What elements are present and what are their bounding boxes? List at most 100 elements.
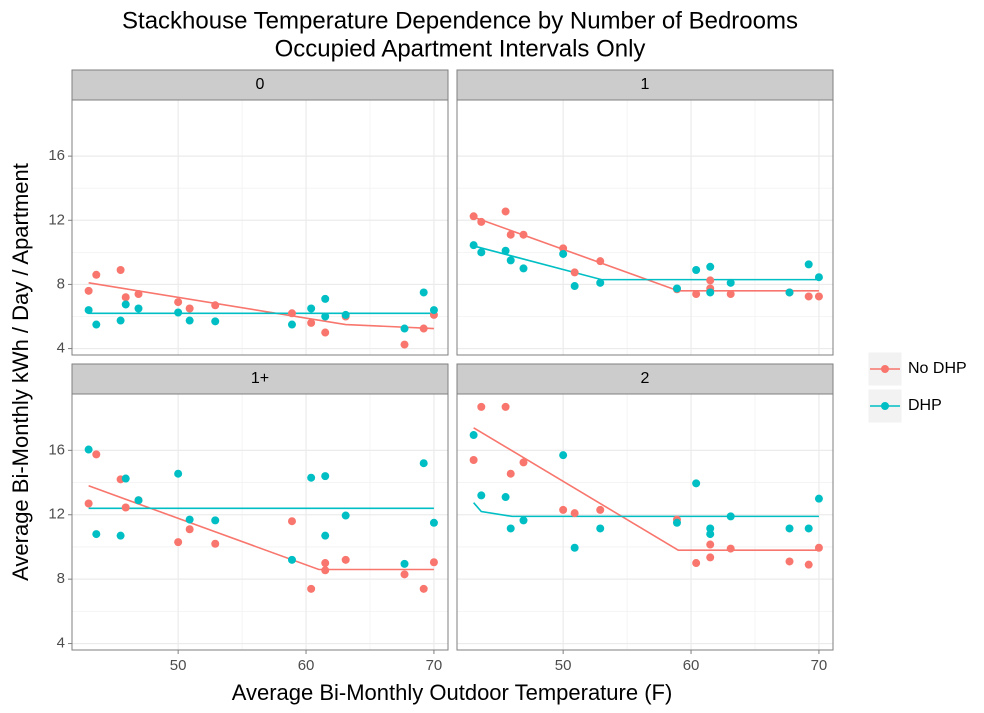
point: [174, 308, 183, 317]
point: [419, 459, 428, 468]
panel-border: [71, 99, 449, 356]
point: [116, 316, 125, 325]
strip-label: 2: [641, 370, 650, 387]
point: [134, 290, 143, 299]
point: [84, 445, 93, 454]
point: [469, 456, 478, 465]
panel-border: [456, 99, 834, 356]
point: [814, 494, 823, 503]
y-tick-label: 8: [57, 570, 65, 587]
point: [84, 499, 93, 508]
strip-label: 1: [641, 76, 650, 93]
y-tick-label: 16: [48, 147, 65, 164]
point: [321, 472, 330, 481]
point: [400, 570, 409, 579]
point: [469, 212, 478, 221]
point: [419, 324, 428, 333]
point: [92, 270, 101, 279]
x-tick-label: 50: [170, 657, 187, 674]
point: [307, 584, 316, 593]
point: [185, 515, 194, 524]
point: [570, 543, 579, 552]
point: [307, 318, 316, 327]
x-tick-label: 60: [298, 657, 315, 674]
point: [519, 230, 528, 239]
x-tick-label: 60: [683, 657, 700, 674]
point: [400, 324, 409, 333]
y-tick-label: 12: [48, 211, 65, 228]
point: [400, 559, 409, 568]
point: [706, 553, 715, 562]
point: [84, 286, 93, 295]
point: [596, 505, 605, 514]
chart-subtitle: Occupied Apartment Intervals Only: [275, 35, 646, 62]
point: [726, 278, 735, 287]
point: [559, 505, 568, 514]
point: [706, 262, 715, 271]
point: [706, 288, 715, 297]
point: [726, 544, 735, 553]
point: [121, 293, 130, 302]
y-axis-label: Average Bi-Monthly kWh / Day / Apartment: [8, 163, 33, 581]
point: [501, 493, 510, 502]
point: [596, 278, 605, 287]
point: [814, 543, 823, 552]
point: [307, 473, 316, 482]
point: [341, 310, 350, 319]
point: [134, 496, 143, 505]
strip-label: 1+: [251, 370, 269, 387]
legend-point: [881, 402, 889, 410]
point: [321, 312, 330, 321]
point: [570, 282, 579, 291]
point: [429, 518, 438, 527]
point: [804, 292, 813, 301]
point: [519, 264, 528, 273]
x-tick-label: 50: [555, 657, 572, 674]
x-tick-label: 70: [426, 657, 443, 674]
point: [726, 512, 735, 521]
legend-point: [881, 365, 889, 373]
point: [400, 340, 409, 349]
chart-title: Stackhouse Temperature Dependence by Num…: [122, 7, 798, 34]
panel-border: [456, 393, 834, 651]
point: [419, 584, 428, 593]
point: [185, 525, 194, 534]
point: [570, 509, 579, 518]
panel-border: [71, 393, 449, 651]
point: [84, 306, 93, 315]
point: [185, 304, 194, 313]
point: [501, 402, 510, 411]
point: [185, 316, 194, 325]
point: [692, 266, 701, 274]
point: [672, 518, 681, 527]
y-tick-label: 8: [57, 275, 65, 292]
point: [706, 276, 715, 285]
point: [501, 207, 510, 216]
point: [785, 524, 794, 533]
y-tick-label: 4: [57, 340, 65, 357]
strip: [456, 69, 834, 101]
point: [469, 431, 478, 440]
x-tick-label: 70: [811, 657, 828, 674]
strip: [71, 69, 449, 101]
panel-background: [457, 100, 833, 355]
panel-background: [72, 394, 448, 650]
point: [92, 450, 101, 459]
point: [506, 256, 515, 265]
point: [429, 306, 438, 315]
point: [121, 300, 130, 309]
fit-line: [88, 485, 434, 571]
point: [692, 290, 701, 299]
panel-background: [457, 394, 833, 650]
point: [706, 524, 715, 533]
point: [506, 230, 515, 239]
point: [804, 260, 813, 269]
point: [121, 474, 130, 483]
point: [174, 538, 183, 547]
strip: [456, 363, 834, 395]
strip: [71, 363, 449, 395]
point: [321, 294, 330, 303]
point: [211, 516, 220, 525]
point: [506, 469, 515, 478]
